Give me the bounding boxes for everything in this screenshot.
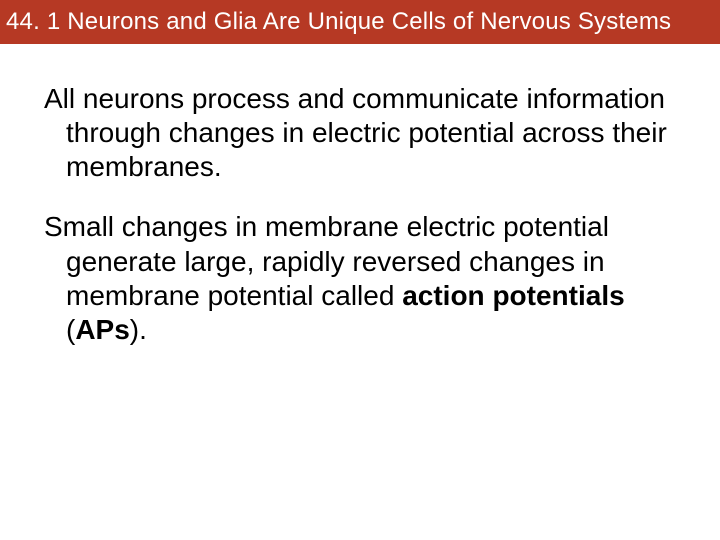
paragraph-1-text: All neurons process and communicate info… xyxy=(44,82,676,184)
paragraph-2: Small changes in membrane electric poten… xyxy=(44,210,676,347)
paragraph-2-text: Small changes in membrane electric poten… xyxy=(44,210,676,347)
slide-header: 44. 1 Neurons and Glia Are Unique Cells … xyxy=(0,0,720,44)
paragraph-1: All neurons process and communicate info… xyxy=(44,82,676,184)
slide-header-title: 44. 1 Neurons and Glia Are Unique Cells … xyxy=(6,8,714,36)
slide-body: All neurons process and communicate info… xyxy=(0,44,720,347)
